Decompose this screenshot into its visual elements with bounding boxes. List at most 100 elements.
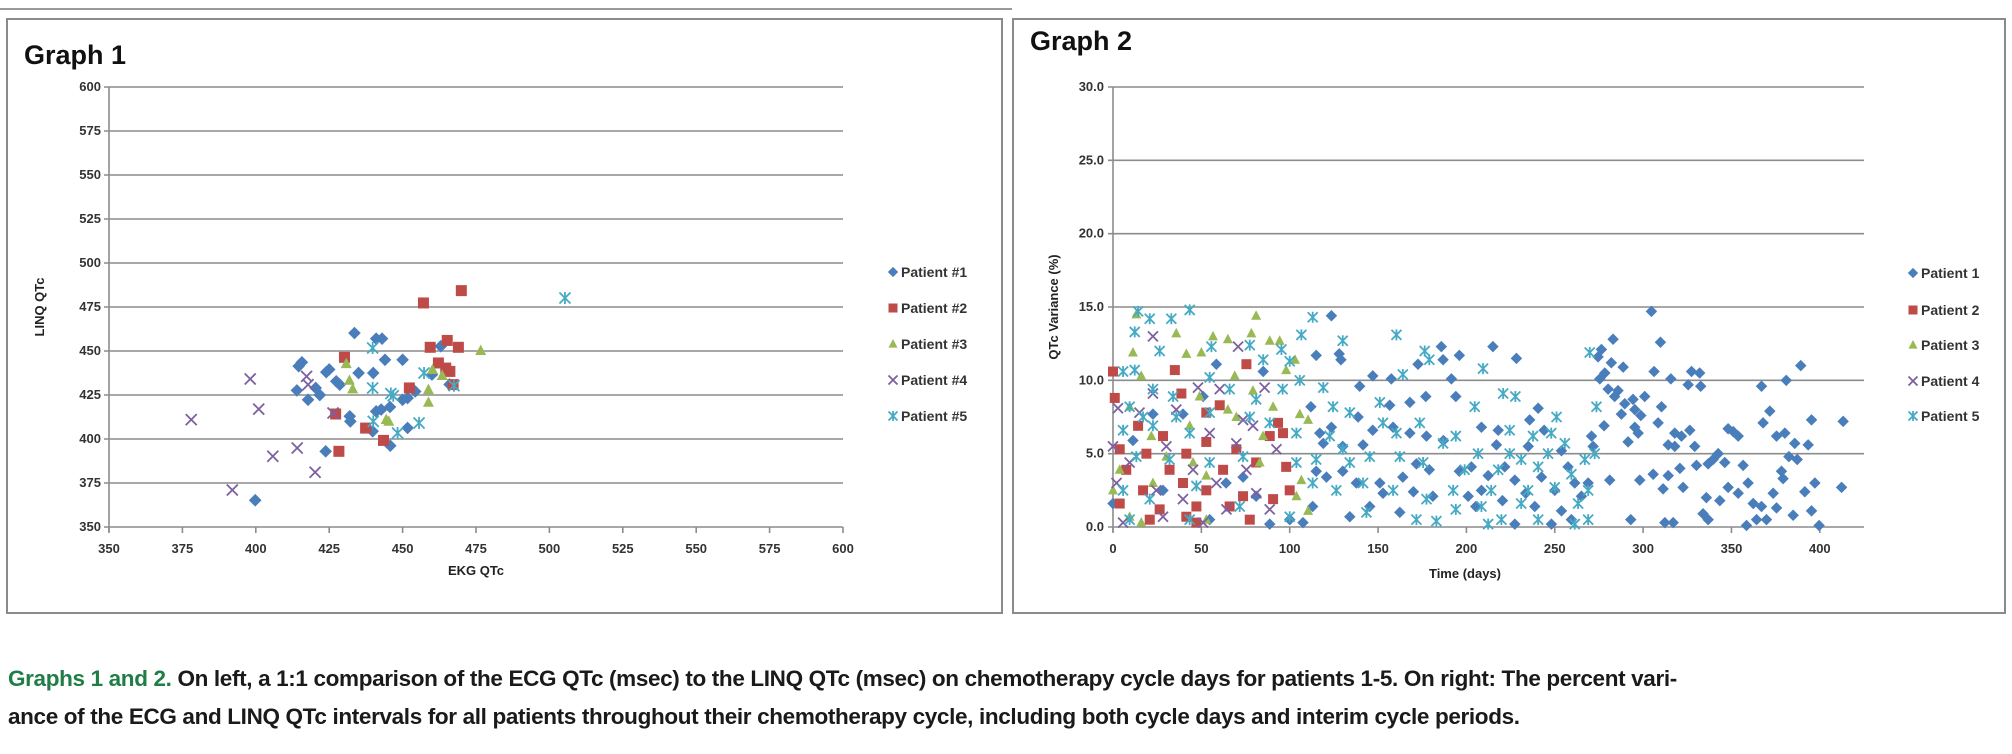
data-point-triangle [1291, 490, 1302, 501]
data-point-triangle [1108, 484, 1118, 495]
x-tick-label: 250 [1544, 541, 1566, 556]
legend-item-1: Patient 1 [1907, 265, 1980, 281]
graph-2: Graph 2 Time (days) QTc Variance (%) 0.0… [1030, 26, 1980, 581]
data-point-diamond [1352, 411, 1364, 423]
data-point-x [244, 372, 257, 386]
data-point-asterisk [1579, 453, 1591, 466]
data-point-triangle [1201, 470, 1212, 480]
data-point-x [1240, 464, 1253, 476]
x-tick-label: 200 [1456, 541, 1478, 556]
data-point-diamond [1377, 487, 1389, 500]
data-point-triangle [1258, 430, 1269, 441]
data-point-asterisk [1337, 335, 1349, 347]
data-point-asterisk [1284, 355, 1296, 367]
data-point-diamond [1684, 424, 1696, 436]
data-point-asterisk [417, 366, 431, 380]
caption-text-2: ance of the ECG and LINQ QTc intervals f… [8, 704, 1520, 729]
data-point-square [378, 434, 390, 446]
data-point-triangle [1188, 456, 1199, 467]
data-point-asterisk [1495, 514, 1508, 526]
data-point-diamond [1509, 518, 1521, 530]
series-5 [366, 291, 572, 440]
data-point-asterisk [1310, 453, 1322, 466]
legend-triangle-icon [888, 339, 898, 348]
legend-item-4: Patient 4 [1907, 373, 1980, 389]
data-point-asterisk [1184, 304, 1196, 316]
x-tick-label: 375 [172, 541, 194, 556]
data-point-diamond [344, 415, 357, 428]
data-point-diamond [1367, 424, 1379, 436]
data-point-asterisk [1144, 493, 1156, 505]
data-point-diamond [378, 353, 392, 367]
legend-square-icon [1908, 305, 1918, 315]
caption-lead: Graphs 1 and 2. [8, 666, 172, 691]
data-point-diamond [1127, 434, 1139, 447]
data-point-triangle [1222, 404, 1233, 414]
data-point-asterisk [1582, 484, 1594, 496]
data-point-x [308, 466, 322, 479]
data-point-asterisk [1492, 464, 1504, 476]
data-point-diamond [1535, 471, 1548, 483]
data-point-square [1108, 366, 1118, 377]
data-point-diamond [1453, 349, 1466, 362]
data-point-triangle [1281, 364, 1292, 375]
y-tick-label: 500 [79, 255, 101, 270]
data-point-asterisk [1559, 437, 1571, 450]
x-tick-label: 450 [392, 541, 414, 556]
data-point-asterisk [1344, 456, 1356, 469]
data-point-diamond [1420, 390, 1432, 403]
data-point-diamond [1263, 518, 1276, 530]
data-point-asterisk [1497, 387, 1509, 400]
data-point-square [1158, 431, 1169, 442]
data-point-square [1114, 498, 1125, 509]
data-point-triangle [427, 363, 439, 375]
data-point-asterisk [1129, 364, 1141, 376]
y-tick-label: 15.0 [1079, 299, 1104, 314]
data-point-triangle [1194, 390, 1205, 401]
graph-1-y-axis-label: LINQ QTc [32, 278, 47, 337]
data-point-diamond [1702, 513, 1714, 526]
data-point-diamond [1682, 378, 1694, 391]
data-point-diamond [1420, 430, 1433, 442]
y-tick-label: 375 [79, 475, 101, 490]
data-point-asterisk [1284, 511, 1296, 523]
data-point-diamond [396, 353, 409, 367]
data-point-square [1177, 478, 1188, 488]
data-point-diamond [1685, 365, 1698, 378]
data-point-asterisk [366, 341, 379, 355]
data-point-square [1121, 464, 1132, 475]
data-point-asterisk [1417, 456, 1429, 469]
caption-text-1: On left, a 1:1 comparison of the ECG QTc… [171, 666, 1677, 691]
data-point-diamond [1837, 415, 1849, 428]
data-point-x [1264, 503, 1276, 516]
data-point-asterisk [1344, 406, 1356, 419]
data-point-asterisk [366, 381, 379, 395]
data-point-asterisk [1522, 484, 1534, 496]
data-point-asterisk [1472, 448, 1484, 460]
legend-label: Patient #1 [901, 264, 967, 280]
data-point-square [360, 422, 372, 434]
data-point-triangle [1171, 327, 1182, 338]
data-point-asterisk [367, 415, 380, 428]
series-1 [248, 326, 456, 507]
data-point-x [185, 413, 198, 426]
data-point-asterisk [1264, 417, 1276, 429]
data-point-asterisk [1307, 311, 1319, 323]
data-point-diamond [1522, 440, 1535, 453]
data-point-diamond [1777, 472, 1789, 485]
data-point-diamond [1523, 414, 1536, 426]
data-point-triangle [1246, 327, 1257, 338]
data-point-asterisk [1364, 450, 1376, 463]
data-point-diamond [1383, 399, 1396, 412]
data-point-x [1160, 440, 1173, 452]
data-point-square [1277, 428, 1288, 439]
data-point-x [266, 450, 279, 463]
data-point-asterisk [447, 379, 461, 392]
data-point-asterisk [1204, 456, 1216, 469]
data-point-asterisk [1410, 514, 1423, 526]
data-point-square [1273, 417, 1284, 428]
x-tick-label: 475 [465, 541, 487, 556]
data-point-diamond [1568, 477, 1581, 489]
data-point-diamond [1608, 390, 1621, 403]
legend-label: Patient 1 [1921, 265, 1980, 281]
